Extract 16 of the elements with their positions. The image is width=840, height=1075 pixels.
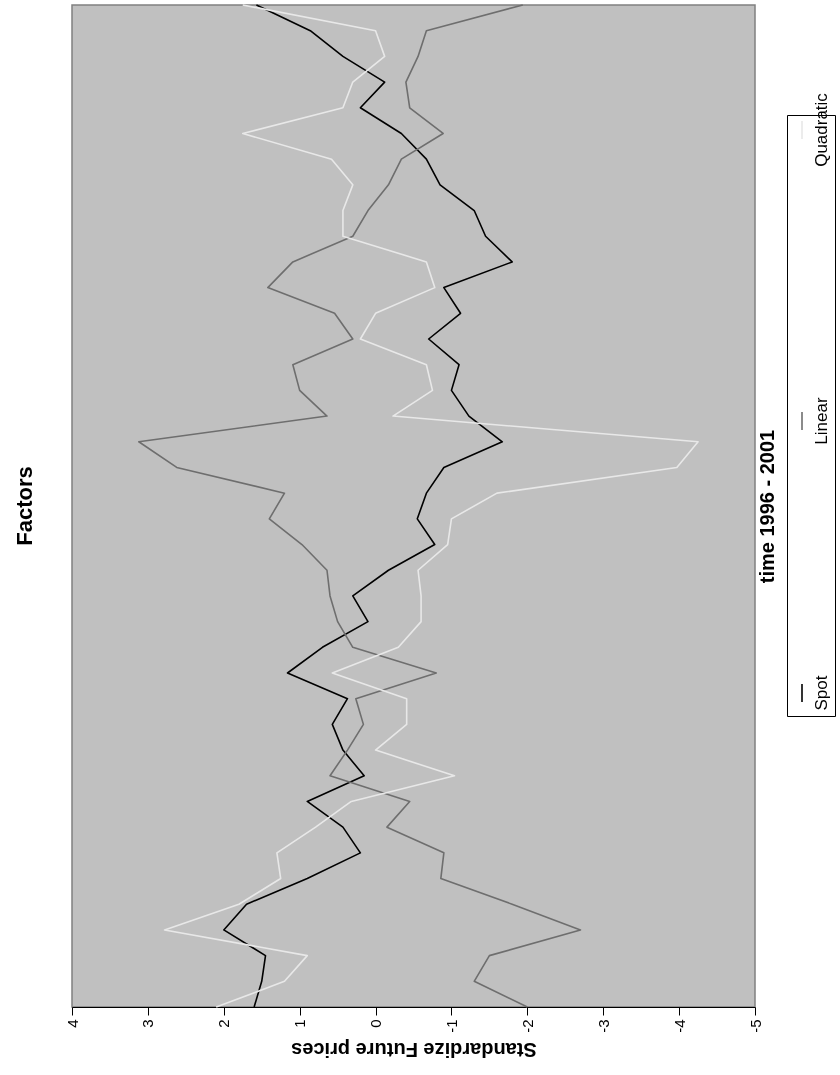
x-tick-label: -3 — [594, 1019, 612, 1033]
text: Factors — [12, 466, 37, 546]
x-axis-title: Standardize Future prices — [291, 1038, 537, 1061]
legend-label: Linear — [812, 397, 831, 445]
x-tick-label: 2 — [215, 1019, 233, 1028]
x-tick-label: -1 — [442, 1019, 460, 1033]
legend-label: Quadratic — [812, 92, 831, 167]
legend-label: Spot — [812, 675, 831, 711]
x-tick-label: -5 — [746, 1019, 764, 1033]
x-tick-label: -2 — [518, 1019, 536, 1033]
x-tick-label: 3 — [139, 1019, 157, 1028]
x-tick-label: 4 — [63, 1019, 81, 1028]
x-tick-label: -4 — [670, 1019, 688, 1033]
y-axis-title: time 1996 - 2001 — [755, 429, 778, 584]
x-tick-label: 0 — [367, 1019, 385, 1028]
x-tick-label: 1 — [291, 1019, 309, 1028]
